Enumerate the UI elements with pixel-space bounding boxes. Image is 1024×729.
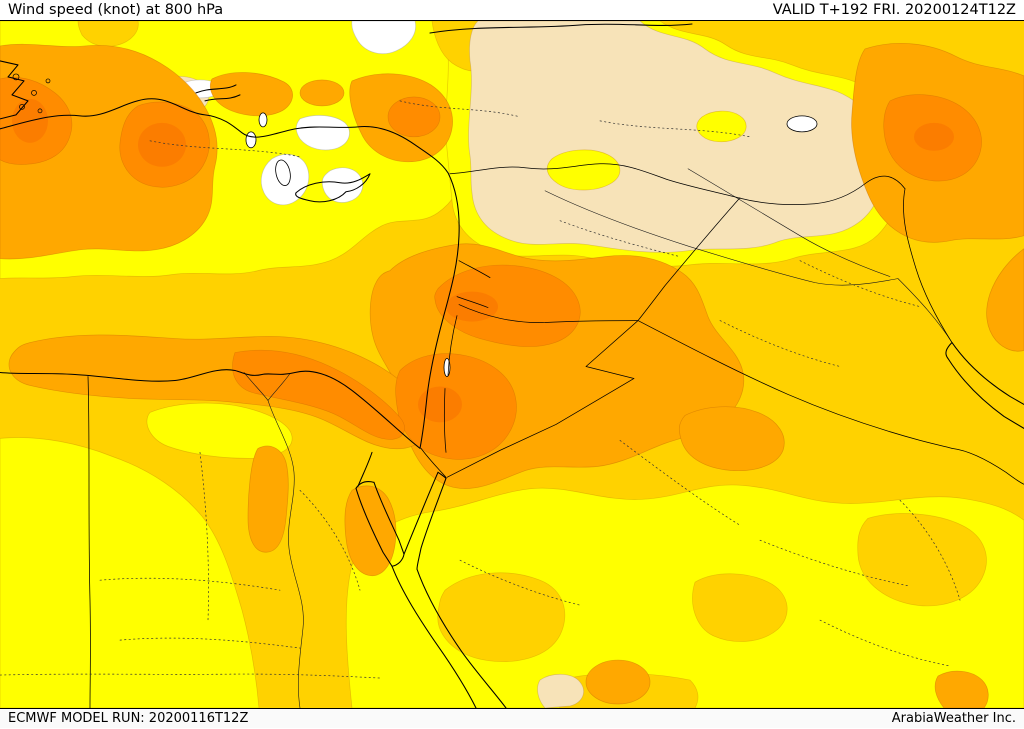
map-canvas <box>0 21 1024 708</box>
coastline-layer <box>0 23 1024 708</box>
footer-bar: ECMWF MODEL RUN: 20200116T12Z ArabiaWeat… <box>0 708 1024 728</box>
admin-border-layer <box>0 100 961 679</box>
map-title: Wind speed (knot) at 800 hPa <box>8 2 224 18</box>
country-border-layer <box>87 163 1024 708</box>
map-graphic <box>0 21 1024 708</box>
header-bar: Wind speed (knot) at 800 hPa VALID T+192… <box>0 0 1024 21</box>
contour-fill-layer <box>0 21 1024 708</box>
valid-time-label: VALID T+192 FRI. 20200124T12Z <box>772 2 1016 18</box>
branding-label: ArabiaWeather Inc. <box>891 711 1016 726</box>
model-run-label: ECMWF MODEL RUN: 20200116T12Z <box>8 711 249 726</box>
